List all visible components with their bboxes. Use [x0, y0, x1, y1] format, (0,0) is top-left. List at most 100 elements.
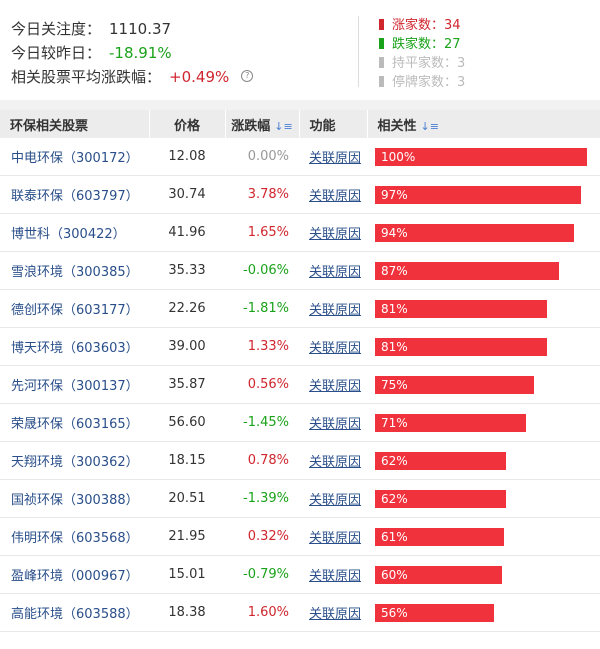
- count-label: 跌家数：27: [392, 37, 461, 52]
- relevance-bar: 71%: [375, 413, 526, 432]
- table-row[interactable]: 博世科（300422） 41.96 1.65% 关联原因 94%: [0, 213, 600, 252]
- relevance-cell: 60%: [367, 555, 600, 594]
- stock-name[interactable]: 盈峰环境（000967）: [0, 555, 149, 594]
- stock-name[interactable]: 博世科（300422）: [0, 213, 149, 252]
- table-row[interactable]: 国祯环保（300388） 20.51 -1.39% 关联原因 62%: [0, 479, 600, 518]
- table-row[interactable]: 联泰环保（603797） 30.74 3.78% 关联原因 97%: [0, 175, 600, 214]
- function-cell: 关联原因: [299, 593, 367, 632]
- related-reason-link[interactable]: 关联原因: [309, 455, 362, 470]
- function-cell: 关联原因: [299, 251, 367, 290]
- relevance-bar: 81%: [375, 337, 547, 356]
- relevance-bar: 94%: [375, 223, 574, 242]
- related-reason-link[interactable]: 关联原因: [309, 227, 362, 242]
- table-row[interactable]: 盈峰环境（000967） 15.01 -0.79% 关联原因 60%: [0, 555, 600, 594]
- stock-change: -1.45%: [225, 403, 299, 442]
- vs-yesterday-line: 今日较昨日： -18.91%: [11, 41, 253, 65]
- stock-name[interactable]: 德创环保（603177）: [0, 289, 149, 328]
- table-row[interactable]: 荣晟环保（603165） 56.60 -1.45% 关联原因 71%: [0, 403, 600, 442]
- table-row[interactable]: 博天环境（603603） 39.00 1.33% 关联原因 81%: [0, 327, 600, 366]
- help-icon[interactable]: ?: [241, 70, 254, 82]
- stock-change: -1.39%: [225, 479, 299, 518]
- stock-change: 0.78%: [225, 441, 299, 480]
- header-change[interactable]: 涨跌幅 ↓≡: [225, 110, 300, 138]
- count-item: 停牌家数：3: [379, 73, 465, 92]
- function-cell: 关联原因: [299, 213, 367, 252]
- avg-change-value: +0.49%: [169, 68, 230, 86]
- related-reason-link[interactable]: 关联原因: [309, 151, 362, 166]
- rise-fall-counts: 涨家数：34 跌家数：27 持平家数：3 停牌家数：3: [379, 16, 465, 92]
- count-item: 跌家数：27: [379, 35, 465, 54]
- header-relevance[interactable]: 相关性 ↓≡: [367, 110, 600, 138]
- stock-change: 1.60%: [225, 593, 299, 632]
- function-cell: 关联原因: [299, 441, 367, 480]
- relevance-cell: 62%: [367, 479, 600, 518]
- count-item: 持平家数：3: [379, 54, 465, 73]
- stock-price: 30.74: [149, 175, 225, 214]
- attention-label: 今日关注度：: [11, 20, 102, 38]
- table-row[interactable]: 雪浪环境（300385） 35.33 -0.06% 关联原因 87%: [0, 251, 600, 290]
- attention-value: 1110.37: [109, 20, 172, 38]
- function-cell: 关联原因: [299, 138, 367, 176]
- table-row[interactable]: 先河环保（300137） 35.87 0.56% 关联原因 75%: [0, 365, 600, 404]
- stock-price: 20.51: [149, 479, 225, 518]
- stock-name[interactable]: 伟明环保（603568）: [0, 517, 149, 556]
- sort-icon[interactable]: ↓≡: [420, 119, 439, 133]
- attention-stats: 今日关注度： 1110.37 今日较昨日： -18.91% 相关股票平均涨跌幅： +0…: [11, 17, 254, 89]
- related-reason-link[interactable]: 关联原因: [309, 303, 362, 318]
- relevance-bar: 61%: [375, 527, 504, 546]
- related-reason-link[interactable]: 关联原因: [309, 379, 362, 394]
- related-reason-link[interactable]: 关联原因: [309, 607, 362, 622]
- stock-name[interactable]: 天翔环境（300362）: [0, 441, 149, 480]
- table-row[interactable]: 中电环保（300172） 12.08 0.00% 关联原因 100%: [0, 138, 600, 176]
- function-cell: 关联原因: [299, 327, 367, 366]
- related-reason-link[interactable]: 关联原因: [309, 531, 362, 546]
- relevance-cell: 61%: [367, 517, 600, 556]
- attention-line: 今日关注度： 1110.37: [11, 17, 253, 41]
- relevance-cell: 100%: [367, 138, 600, 176]
- stock-price: 15.01: [149, 555, 225, 594]
- stock-change: 0.32%: [225, 517, 299, 556]
- related-reason-link[interactable]: 关联原因: [309, 417, 362, 432]
- count-label: 持平家数：3: [392, 56, 466, 71]
- stock-name[interactable]: 联泰环保（603797）: [0, 175, 149, 214]
- related-reason-link[interactable]: 关联原因: [309, 265, 362, 280]
- table-row[interactable]: 高能环境（603588） 18.38 1.60% 关联原因 56%: [0, 593, 600, 632]
- stock-name[interactable]: 高能环境（603588）: [0, 593, 149, 632]
- related-reason-link[interactable]: 关联原因: [309, 341, 362, 356]
- relevance-bar: 100%: [375, 147, 587, 166]
- function-cell: 关联原因: [299, 555, 367, 594]
- stock-change: -0.06%: [225, 251, 299, 290]
- header-stock-name: 环保相关股票: [0, 110, 150, 138]
- stock-change: 1.33%: [225, 327, 299, 366]
- related-reason-link[interactable]: 关联原因: [309, 493, 362, 508]
- stock-price: 21.95: [149, 517, 225, 556]
- header-price: 价格: [149, 110, 226, 138]
- stock-change: -0.79%: [225, 555, 299, 594]
- section-gap: [0, 100, 600, 110]
- header-function: 功能: [299, 110, 368, 138]
- stock-price: 39.00: [149, 327, 225, 366]
- count-swatch: [379, 57, 384, 68]
- stock-price: 12.08: [149, 138, 225, 176]
- stock-name[interactable]: 雪浪环境（300385）: [0, 251, 149, 290]
- stock-change: 3.78%: [225, 175, 299, 214]
- relevance-cell: 62%: [367, 441, 600, 480]
- relevance-bar: 81%: [375, 299, 547, 318]
- stock-name[interactable]: 博天环境（603603）: [0, 327, 149, 366]
- relevance-bar: 87%: [375, 261, 559, 280]
- table-row[interactable]: 伟明环保（603568） 21.95 0.32% 关联原因 61%: [0, 517, 600, 556]
- relevance-cell: 81%: [367, 289, 600, 328]
- stock-name[interactable]: 荣晟环保（603165）: [0, 403, 149, 442]
- related-reason-link[interactable]: 关联原因: [309, 569, 362, 584]
- table-row[interactable]: 天翔环境（300362） 18.15 0.78% 关联原因 62%: [0, 441, 600, 480]
- stock-name[interactable]: 中电环保（300172）: [0, 138, 149, 176]
- stock-name[interactable]: 先河环保（300137）: [0, 365, 149, 404]
- related-reason-link[interactable]: 关联原因: [309, 189, 362, 204]
- function-cell: 关联原因: [299, 403, 367, 442]
- table-row[interactable]: 德创环保（603177） 22.26 -1.81% 关联原因 81%: [0, 289, 600, 328]
- relevance-bar: 56%: [375, 603, 494, 622]
- count-swatch: [379, 76, 384, 87]
- stock-name[interactable]: 国祯环保（300388）: [0, 479, 149, 518]
- sort-icon[interactable]: ↓≡: [274, 119, 293, 133]
- stock-change: 0.56%: [225, 365, 299, 404]
